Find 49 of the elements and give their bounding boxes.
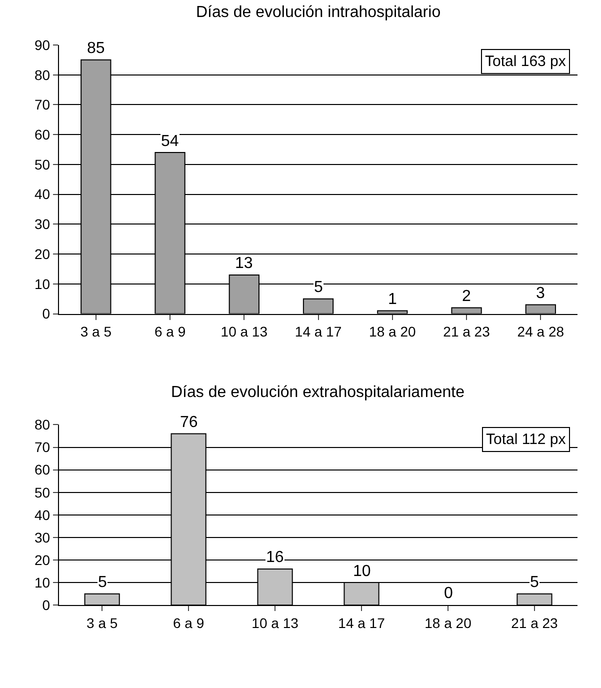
x-tick-label: 6 a 9 xyxy=(172,614,204,631)
y-tick-label: 30 xyxy=(34,216,50,232)
y-tick-label: 20 xyxy=(34,246,50,262)
x-tick-label: 14 a 17 xyxy=(338,614,386,631)
data-label: 10 xyxy=(353,563,371,580)
y-tick-label: 80 xyxy=(34,66,50,83)
chart-title: Días de evolución intrahospitalario xyxy=(196,4,441,21)
y-tick-label: 50 xyxy=(34,484,50,500)
data-label: 16 xyxy=(266,549,284,566)
y-tick-label: 50 xyxy=(34,156,50,172)
x-tick-label: 18 a 20 xyxy=(424,614,472,631)
y-tick-label: 90 xyxy=(34,36,50,53)
y-tick-label: 0 xyxy=(42,596,50,613)
data-label: 1 xyxy=(388,291,397,308)
y-tick-label: 0 xyxy=(42,306,50,322)
data-label: 76 xyxy=(180,414,198,431)
x-tick-label: 14 a 17 xyxy=(294,324,342,340)
y-tick-label: 60 xyxy=(34,126,50,142)
annotation: Total 112 px xyxy=(486,431,566,448)
data-label: 5 xyxy=(314,279,323,296)
x-tick-label: 10 a 13 xyxy=(252,614,299,631)
x-tick-label: 3 a 5 xyxy=(86,614,118,631)
x-tick-label: 3 a 5 xyxy=(80,324,112,340)
data-label: 54 xyxy=(161,133,179,150)
y-tick-label: 60 xyxy=(34,462,50,478)
data-label: 5 xyxy=(98,574,107,591)
data-label: 5 xyxy=(530,574,539,591)
y-tick-label: 70 xyxy=(34,439,50,456)
y-tick-label: 70 xyxy=(34,96,50,113)
x-tick-label: 21 a 23 xyxy=(443,324,490,340)
y-tick-label: 10 xyxy=(34,276,50,292)
data-label: 85 xyxy=(87,40,105,57)
x-tick-label: 21 a 23 xyxy=(511,614,558,631)
x-tick-label: 6 a 9 xyxy=(154,324,186,340)
y-tick-label: 40 xyxy=(34,506,50,523)
data-label: 3 xyxy=(536,285,545,302)
data-label: 2 xyxy=(462,288,471,305)
chart-title: Días de evolución extrahospitalariamente xyxy=(171,384,465,401)
data-label: 13 xyxy=(235,255,253,272)
y-tick-label: 10 xyxy=(34,574,50,590)
x-tick-label: 18 a 20 xyxy=(369,324,416,340)
y-tick-label: 20 xyxy=(34,552,50,568)
annotation: Total 163 px xyxy=(485,53,566,70)
y-tick-label: 30 xyxy=(34,529,50,546)
x-tick-label: 10 a 13 xyxy=(220,324,268,340)
data-label: 0 xyxy=(444,585,453,602)
x-tick-label: 24 a 28 xyxy=(517,324,564,340)
y-tick-label: 40 xyxy=(34,186,50,202)
y-tick-label: 80 xyxy=(34,416,50,433)
